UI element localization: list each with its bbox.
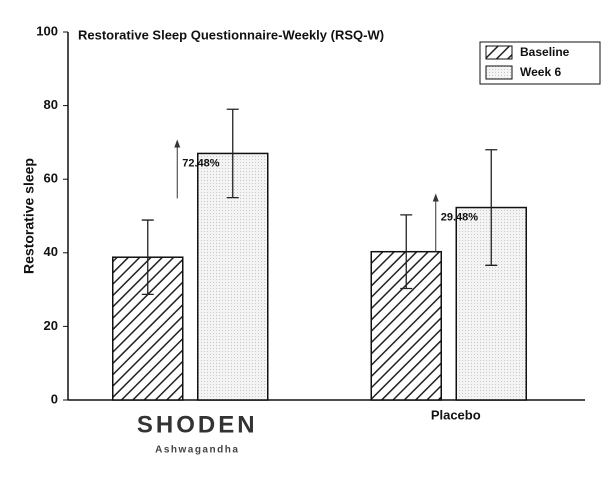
x-tick-label: SHODEN <box>137 411 258 438</box>
error-bar <box>226 108 239 199</box>
chart-title: Restorative Sleep Questionnaire-Weekly (… <box>78 27 384 42</box>
error-bar <box>485 149 498 266</box>
legend-swatch <box>485 65 513 80</box>
annotation: 72.48% <box>182 157 220 169</box>
legend-label: Week 6 <box>520 65 561 79</box>
x-tick-sublabel: Ashwagandha <box>155 445 239 456</box>
y-tick-label: 40 <box>44 244 58 259</box>
y-tick-label: 100 <box>36 23 58 38</box>
legend-label: Baseline <box>520 45 570 59</box>
y-tick-label: 60 <box>44 171 58 186</box>
x-tick-label: Placebo <box>431 407 481 422</box>
y-axis-label: Restorative sleep <box>21 158 37 274</box>
error-bar <box>400 214 413 290</box>
y-tick-label: 20 <box>44 318 58 333</box>
annotation: 29.48% <box>441 211 479 223</box>
y-tick-label: 0 <box>51 391 58 406</box>
error-bar <box>141 219 154 296</box>
y-tick-label: 80 <box>44 97 58 112</box>
legend-swatch <box>485 45 513 60</box>
